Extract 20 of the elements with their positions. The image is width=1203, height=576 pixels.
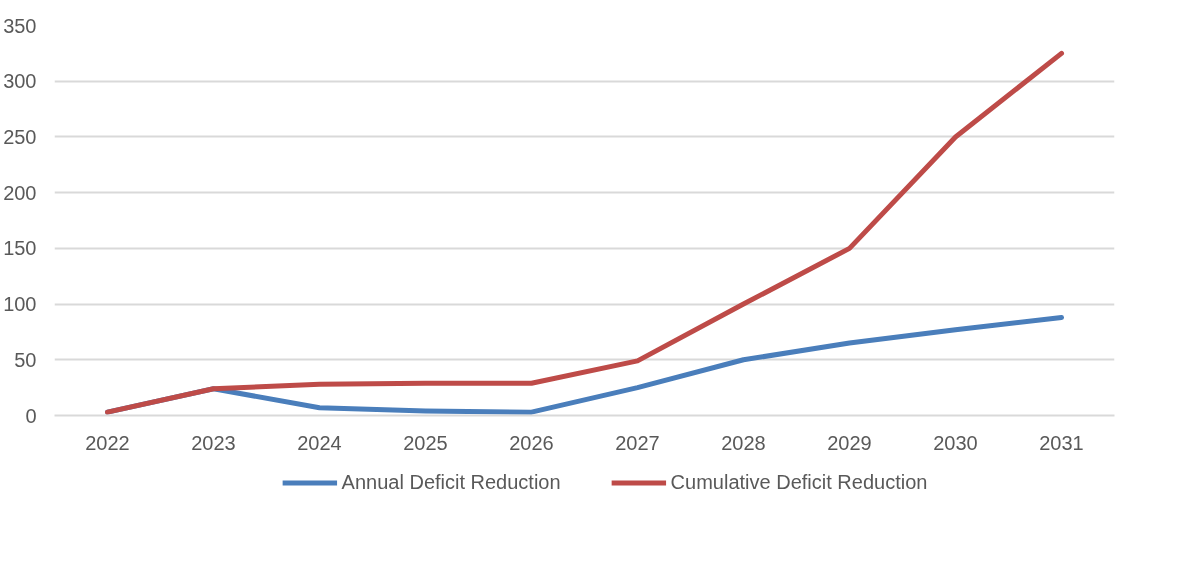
x-tick-label: 2031: [1039, 431, 1084, 454]
x-tick-label: 2025: [403, 431, 448, 454]
y-tick-label: 150: [3, 237, 37, 260]
y-tick-label: 350: [3, 14, 37, 37]
legend-label: Cumulative Deficit Reduction: [670, 470, 928, 494]
x-tick-label: 2030: [933, 431, 978, 454]
y-tick-label: 200: [3, 181, 37, 204]
y-tick-label: 300: [3, 70, 37, 93]
x-tick-label: 2029: [827, 431, 872, 454]
x-tick-label: 2026: [509, 431, 554, 454]
y-tick-label: 100: [3, 293, 37, 316]
x-tick-label: 2028: [721, 431, 766, 454]
x-tick-label: 2022: [85, 431, 130, 454]
x-tick-label: 2023: [191, 431, 236, 454]
y-tick-label: 0: [25, 404, 37, 427]
y-tick-label: 50: [14, 348, 37, 371]
x-tick-label: 2024: [297, 431, 342, 454]
legend-label: Annual Deficit Reduction: [341, 470, 561, 494]
y-tick-label: 250: [3, 125, 37, 148]
x-tick-label: 2027: [615, 431, 660, 454]
